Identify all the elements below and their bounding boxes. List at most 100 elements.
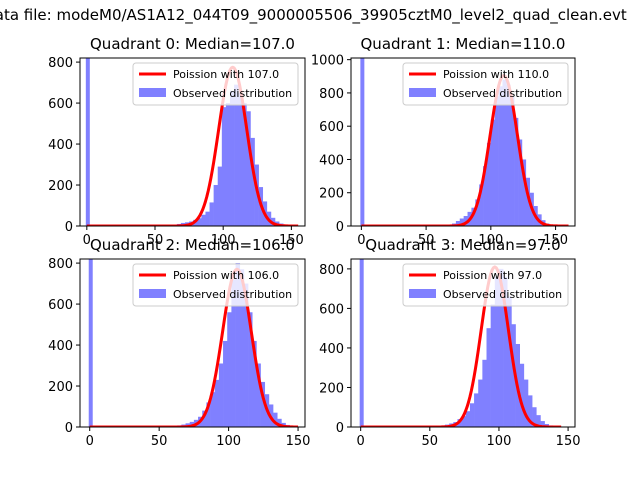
hist-bar [205, 211, 210, 226]
hist-bar [502, 79, 507, 226]
y-tick-label: 600 [319, 302, 344, 317]
hist-bar [540, 421, 545, 427]
hist-bar-zero [88, 259, 93, 427]
axes-frame [350, 258, 576, 428]
legend-label-observed: Observed distribution [173, 87, 292, 100]
hist-bar [459, 218, 464, 226]
hist-bar [218, 363, 224, 427]
x-tick-label: 0 [357, 434, 365, 449]
hist-bar [239, 269, 245, 427]
hist-bar [455, 221, 461, 226]
x-tick-label: 50 [422, 434, 439, 449]
axes-frame [350, 57, 576, 227]
subplot-quadrant-2: 0 50 100 150 0 200 400 600 800 Quadrant 2: Median… [48, 236, 310, 449]
legend-hist-swatch [409, 289, 436, 298]
hist-bar [498, 86, 503, 226]
subplot-title: Quadrant 1: Median=110.0 [361, 35, 566, 53]
x-tick-label: 0 [357, 233, 365, 248]
y-tick-label: 800 [48, 56, 73, 71]
hist-bar [523, 379, 529, 427]
x-tick-label: 150 [279, 233, 304, 248]
hist-bar [486, 142, 492, 226]
hist-bar [521, 159, 527, 226]
hist-bar [246, 111, 251, 226]
y-tick-label: 600 [48, 298, 73, 313]
x-tick-label: 100 [216, 434, 241, 449]
hist-bar [201, 214, 206, 226]
legend-hist-swatch [139, 289, 166, 298]
hist-bar [214, 379, 220, 427]
hist-bar [225, 103, 231, 226]
hist-bar [519, 363, 525, 427]
x-tick-label: 50 [151, 434, 168, 449]
legend-hist-swatch [409, 88, 436, 97]
x-tick-label: 100 [211, 233, 236, 248]
hist-bar-zero [85, 58, 90, 226]
hist-bar [221, 107, 227, 226]
y-tick-label: 800 [48, 257, 73, 272]
poisson-curve [89, 267, 299, 427]
x-tick-label: 50 [147, 233, 164, 248]
x-tick-label: 150 [556, 434, 581, 449]
legend-box [402, 62, 569, 106]
hist-bar [469, 403, 475, 427]
hist-bar [230, 90, 235, 226]
y-tick-label: 200 [48, 179, 73, 194]
hist-bar [527, 395, 533, 427]
legend-box [132, 263, 299, 307]
y-tick-label: 0 [336, 220, 344, 235]
poisson-curve [361, 73, 569, 226]
plot-area [360, 58, 569, 226]
hist-bar-zero [359, 259, 364, 427]
y-tick-label: 600 [319, 120, 344, 135]
y-tick-label: 600 [48, 97, 73, 112]
hist-bar [479, 184, 484, 226]
hist-bar [209, 202, 214, 226]
poisson-curve [360, 265, 562, 427]
hist-bar [223, 340, 228, 427]
hist-bar [490, 304, 496, 427]
legend-label-poisson: Poission with 97.0 [443, 269, 542, 282]
subplot-title: Quadrant 0: Median=107.0 [90, 35, 295, 53]
hist-bar [483, 166, 488, 226]
hist-bar [231, 279, 236, 427]
subplot-quadrant-1: 0 50 100 150 0 200 400 600 800 1000 Quadrant 1: Me… [311, 35, 576, 248]
hist-bar [202, 410, 207, 427]
hist-bar [210, 392, 216, 427]
hist-bar [217, 166, 223, 226]
legend-label-poisson: Poission with 107.0 [173, 68, 279, 81]
hist-bar [238, 92, 243, 226]
y-tick-label: 400 [48, 339, 73, 354]
legend: Poission with 97.0 Observed distribution [402, 263, 569, 307]
x-tick-label: 150 [286, 434, 311, 449]
subplot-title: Quadrant 2: Median=106.0 [90, 236, 295, 254]
hist-bar [494, 96, 499, 226]
legend-hist-swatch [139, 88, 166, 97]
hist-bar [273, 412, 278, 427]
y-tick-label: 400 [48, 138, 73, 153]
hist-bar [518, 139, 523, 226]
legend-label-observed: Observed distribution [443, 87, 562, 100]
hist-bar [254, 164, 259, 226]
y-tick-label: 200 [319, 187, 344, 202]
hist-bar [277, 418, 282, 427]
hist-bar [525, 177, 530, 226]
poisson-curve [86, 65, 299, 226]
hist-bar [532, 407, 537, 427]
y-tick-label: 200 [319, 381, 344, 396]
hist-bar [248, 312, 253, 427]
hist-bar [252, 340, 257, 427]
legend-box [402, 263, 569, 307]
hist-bar [474, 393, 479, 427]
axes-frame [79, 258, 306, 428]
legend: Poission with 107.0 Observed distribution [132, 62, 299, 106]
y-tick-label: 800 [319, 263, 344, 278]
x-tick-label: 100 [487, 434, 512, 449]
x-tick-label: 0 [86, 434, 94, 449]
legend: Poission with 110.0 Observed distribution [402, 62, 569, 106]
hist-bar [510, 96, 515, 226]
hist-bar [507, 296, 512, 427]
subplot-title: Quadrant 3: Median=97.0 [365, 236, 560, 254]
hist-bar [243, 283, 249, 427]
y-tick-label: 0 [65, 421, 73, 436]
